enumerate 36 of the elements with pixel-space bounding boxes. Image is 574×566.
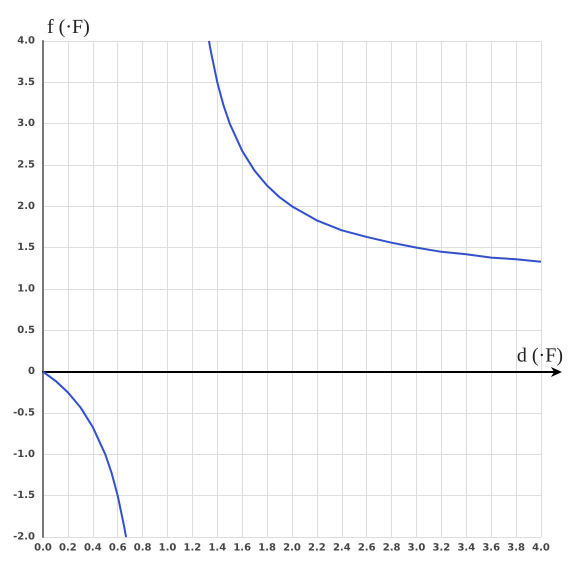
x-tick-label: 2.2 — [308, 542, 326, 554]
y-tick-label: -0.5 — [13, 408, 36, 418]
y-tick-label: 2.0 — [17, 200, 36, 212]
y-tick-label: -1.5 — [13, 490, 36, 502]
x-tick-label: 3.6 — [482, 542, 500, 554]
x-axis-title: d (·F) — [516, 344, 563, 367]
y-tick-label: 3.5 — [17, 76, 36, 88]
y-tick-label: 0.5 — [17, 324, 36, 336]
x-tick-label: 4.0 — [532, 542, 550, 554]
x-tick-label: 3.4 — [457, 542, 476, 554]
x-tick-label: 2.4 — [332, 542, 351, 554]
y-tick-label: -2.0 — [13, 532, 36, 542]
x-tick-label: 1.0 — [158, 542, 176, 554]
x-tick-label: 1.4 — [208, 542, 226, 554]
x-tick-label: 0.4 — [84, 542, 102, 554]
y-tick-label: 1.5 — [17, 242, 36, 254]
x-tick-label: 1.2 — [184, 542, 202, 554]
x-tick-label: 3.0 — [408, 542, 426, 554]
x-tick-label: 1.6 — [233, 542, 252, 554]
x-tick-label: 1.8 — [258, 542, 276, 554]
y-tick-label: -1.0 — [13, 448, 36, 460]
y-tick-label: 0 — [28, 366, 36, 378]
x-tick-label: 2.6 — [358, 542, 376, 554]
x-tick-label: 2.0 — [283, 542, 301, 554]
y-tick-label: 3.0 — [17, 118, 36, 130]
x-tick-label: 0.6 — [108, 542, 127, 554]
x-tick-label: 2.8 — [382, 542, 400, 554]
x-tick-label: 0.2 — [59, 542, 77, 554]
y-axis-title: f (·F) — [47, 16, 90, 38]
x-tick-label: 0.8 — [134, 542, 152, 554]
x-tick-label: 3.2 — [432, 542, 450, 554]
x-tick-label: 3.8 — [507, 542, 525, 554]
y-tick-label: 2.5 — [17, 160, 36, 170]
y-tick-label: 1.0 — [17, 284, 36, 294]
x-tick-label: 0.0 — [34, 542, 52, 554]
y-tick-label: 4.0 — [17, 36, 36, 46]
